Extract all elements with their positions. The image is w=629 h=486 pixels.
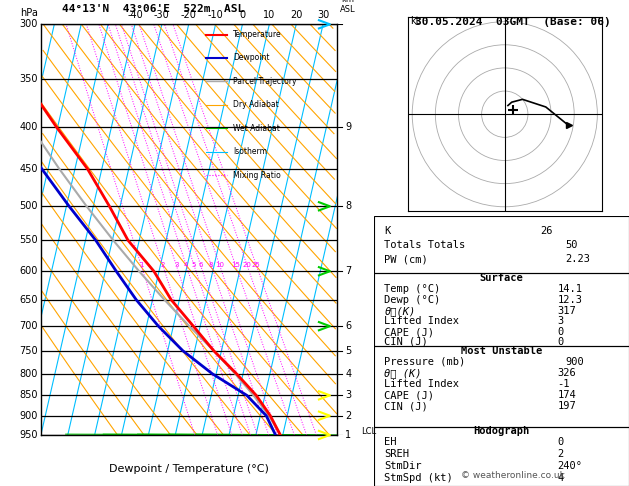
Text: 4: 4 — [184, 262, 188, 268]
Text: 650: 650 — [19, 295, 38, 305]
Text: 12.3: 12.3 — [558, 295, 582, 305]
Text: 240°: 240° — [558, 461, 582, 471]
Text: 2: 2 — [160, 262, 165, 268]
Text: hPa: hPa — [20, 8, 38, 18]
Text: 2: 2 — [345, 411, 352, 421]
Text: 326: 326 — [558, 368, 576, 378]
Text: 2.23: 2.23 — [565, 255, 590, 264]
Text: 8: 8 — [209, 262, 213, 268]
Text: 450: 450 — [19, 164, 38, 174]
Text: 500: 500 — [19, 201, 38, 211]
Text: Parcel Trajectory: Parcel Trajectory — [233, 77, 296, 86]
Text: Surface: Surface — [480, 273, 523, 283]
Text: 317: 317 — [558, 306, 576, 316]
Text: CAPE (J): CAPE (J) — [384, 390, 435, 400]
Text: 900: 900 — [565, 357, 584, 367]
Text: LCL: LCL — [361, 427, 376, 436]
Text: 197: 197 — [558, 401, 576, 412]
Text: 7: 7 — [345, 266, 352, 276]
Text: 26: 26 — [540, 226, 552, 236]
Text: θᴇ(K): θᴇ(K) — [384, 306, 416, 316]
Text: 2: 2 — [558, 449, 564, 459]
Text: 0: 0 — [558, 327, 564, 337]
Text: 950: 950 — [19, 430, 38, 440]
Text: -30: -30 — [154, 10, 170, 20]
Text: 6: 6 — [345, 321, 352, 331]
Text: Lifted Index: Lifted Index — [384, 316, 459, 327]
Text: 30.05.2024  03GMT  (Base: 06): 30.05.2024 03GMT (Base: 06) — [415, 17, 611, 27]
Text: Most Unstable: Most Unstable — [461, 346, 542, 356]
Text: -40: -40 — [127, 10, 143, 20]
Text: Dry Adiabat: Dry Adiabat — [233, 100, 279, 109]
Text: km
ASL: km ASL — [340, 0, 355, 14]
Text: 0: 0 — [558, 337, 564, 347]
Text: 900: 900 — [19, 411, 38, 421]
Text: 550: 550 — [19, 235, 38, 245]
Text: 4: 4 — [345, 369, 352, 379]
Text: Temperature: Temperature — [233, 30, 282, 39]
Text: 0: 0 — [558, 437, 564, 447]
Text: StmDir: StmDir — [384, 461, 422, 471]
Text: 600: 600 — [19, 266, 38, 276]
Text: 350: 350 — [19, 74, 38, 84]
Text: 3: 3 — [174, 262, 179, 268]
Text: Dewpoint / Temperature (°C): Dewpoint / Temperature (°C) — [109, 464, 269, 474]
Text: 25: 25 — [252, 262, 260, 268]
Text: 4: 4 — [558, 473, 564, 483]
Text: 0: 0 — [240, 10, 245, 20]
Text: 50: 50 — [565, 240, 578, 250]
Text: Totals Totals: Totals Totals — [384, 240, 465, 250]
Text: PW (cm): PW (cm) — [384, 255, 428, 264]
Text: 8: 8 — [345, 201, 352, 211]
Text: CAPE (J): CAPE (J) — [384, 327, 435, 337]
Text: 9: 9 — [345, 122, 352, 132]
Text: 1: 1 — [345, 430, 352, 440]
Text: Dewp (°C): Dewp (°C) — [384, 295, 441, 305]
Text: 5: 5 — [192, 262, 196, 268]
Text: Pressure (mb): Pressure (mb) — [384, 357, 465, 367]
Text: SREH: SREH — [384, 449, 409, 459]
Text: -1: -1 — [558, 379, 570, 389]
Text: Temp (°C): Temp (°C) — [384, 284, 441, 294]
Text: 400: 400 — [19, 122, 38, 132]
Text: CIN (J): CIN (J) — [384, 401, 428, 412]
Text: kt: kt — [410, 16, 420, 26]
Text: 30: 30 — [317, 10, 329, 20]
Text: 750: 750 — [19, 346, 38, 356]
Text: K: K — [384, 226, 391, 236]
Text: θᴇ (K): θᴇ (K) — [384, 368, 422, 378]
Text: Dewpoint: Dewpoint — [233, 53, 270, 63]
Text: CIN (J): CIN (J) — [384, 337, 428, 347]
Text: 20: 20 — [243, 262, 252, 268]
Text: 15: 15 — [231, 262, 240, 268]
Text: EH: EH — [384, 437, 397, 447]
Text: 300: 300 — [19, 19, 38, 29]
Text: 44°13'N  43°06'E  522m  ASL: 44°13'N 43°06'E 522m ASL — [62, 4, 244, 14]
Text: 3: 3 — [558, 316, 564, 327]
Text: Mixing Ratio: Mixing Ratio — [233, 171, 281, 179]
Text: 10: 10 — [215, 262, 224, 268]
Text: 700: 700 — [19, 321, 38, 331]
Text: 6: 6 — [198, 262, 203, 268]
Text: 850: 850 — [19, 390, 38, 400]
Text: Wet Adiabat: Wet Adiabat — [233, 124, 280, 133]
Text: 1: 1 — [139, 262, 143, 268]
Text: Isotherm: Isotherm — [233, 147, 267, 156]
Text: © weatheronline.co.uk: © weatheronline.co.uk — [460, 471, 565, 480]
Text: 800: 800 — [19, 369, 38, 379]
Text: 20: 20 — [290, 10, 303, 20]
Text: 10: 10 — [263, 10, 276, 20]
Text: Hodograph: Hodograph — [474, 426, 530, 436]
Text: 174: 174 — [558, 390, 576, 400]
Text: 14.1: 14.1 — [558, 284, 582, 294]
Text: 3: 3 — [345, 390, 352, 400]
Text: StmSpd (kt): StmSpd (kt) — [384, 473, 454, 483]
Text: -20: -20 — [181, 10, 197, 20]
Text: 5: 5 — [345, 346, 352, 356]
Text: Lifted Index: Lifted Index — [384, 379, 459, 389]
Text: -10: -10 — [208, 10, 223, 20]
